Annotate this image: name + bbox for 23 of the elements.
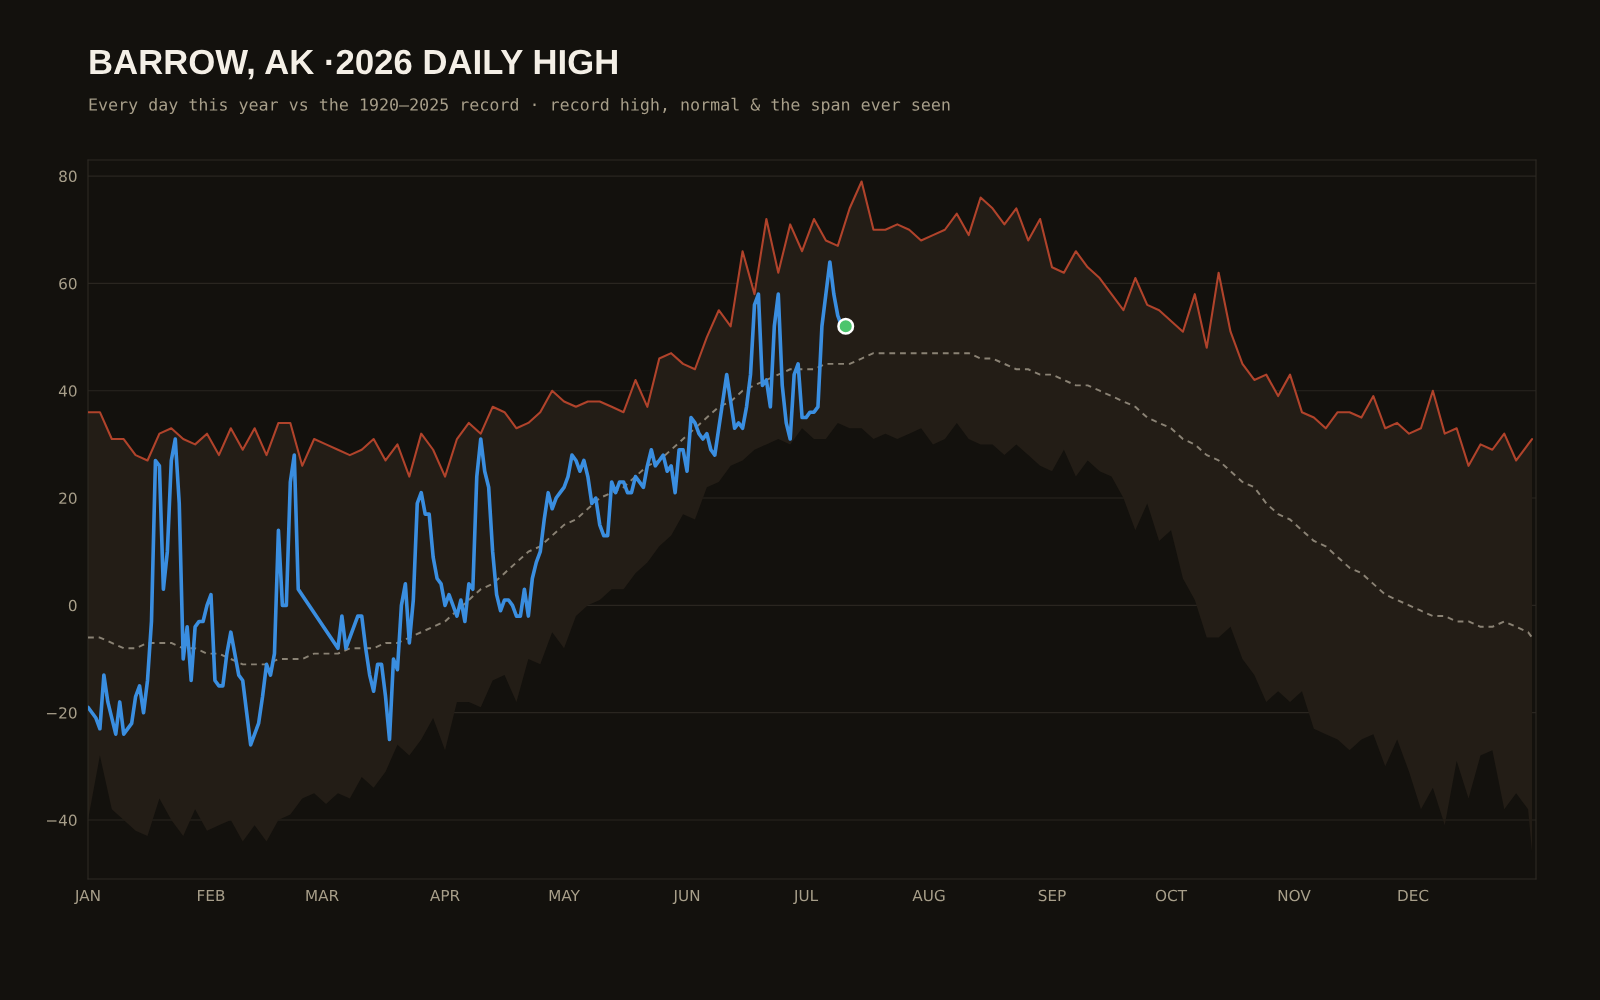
x-tick-label: SEP bbox=[1038, 889, 1066, 902]
chart-title: BARROW, AK ·2026 DAILY HIGH bbox=[90, 49, 617, 80]
x-tick-label: MAY bbox=[549, 889, 580, 902]
x-tick-label: DEC bbox=[1398, 889, 1429, 902]
y-tick-label: −20 bbox=[46, 707, 77, 719]
x-tick-label: JUL bbox=[793, 889, 819, 905]
y-tick-label: 20 bbox=[59, 492, 77, 505]
line-series bbox=[88, 352, 1533, 666]
x-tick-label: JUN bbox=[672, 889, 700, 905]
y-tick-label: 40 bbox=[58, 385, 77, 397]
y-tick-label: 0 bbox=[68, 599, 77, 612]
x-tick-label: JAN bbox=[74, 889, 100, 905]
x-tick-label: MAR bbox=[306, 889, 339, 902]
y-tick-label: 80 bbox=[59, 170, 77, 183]
x-tick-label: NOV bbox=[1278, 889, 1311, 902]
chart-subtitle: Every day this year vs the 1920–2025 record · record high, normal & the span ever seen bbox=[89, 97, 950, 115]
y-tick-label: 60 bbox=[59, 277, 77, 290]
x-tick-label: OCT bbox=[1155, 889, 1188, 902]
x-tick-label: AUG bbox=[912, 889, 945, 902]
line-series bbox=[88, 180, 1534, 478]
x-tick-label: FEB bbox=[198, 889, 225, 902]
x-tick-label: APR bbox=[430, 889, 460, 902]
y-tick-label: −40 bbox=[46, 814, 77, 826]
